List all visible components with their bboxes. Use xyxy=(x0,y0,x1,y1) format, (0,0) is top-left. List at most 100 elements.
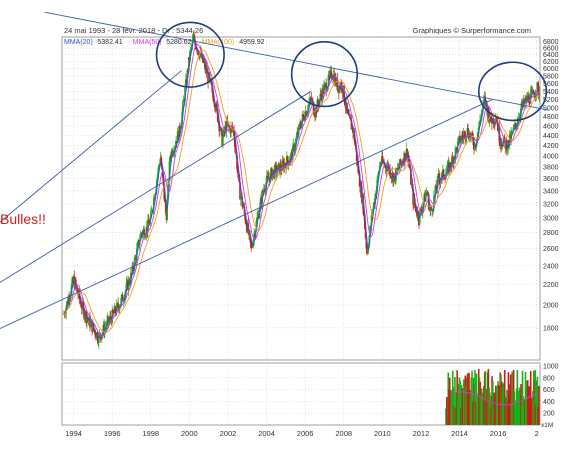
candle-body xyxy=(375,194,377,196)
legend-label: MMA(50) xyxy=(133,39,162,46)
candle-body xyxy=(537,86,540,96)
y-tick-label: 4200 xyxy=(543,143,559,150)
chart-range-text: 24 mai 1993 - 28 févr. 2018 - Dr : 5344.… xyxy=(64,26,203,35)
candle-body xyxy=(129,273,132,284)
candle-body xyxy=(181,112,183,124)
candle-body xyxy=(195,48,197,49)
ma100-line xyxy=(63,49,540,334)
candle-body xyxy=(241,196,244,207)
candle-body xyxy=(353,130,356,142)
candle-body xyxy=(511,131,514,133)
candle-body xyxy=(120,297,122,305)
candle-body xyxy=(354,141,356,146)
y-tick-label: 4600 xyxy=(543,123,559,130)
chart-source-text: Graphiques © Surperformance.com xyxy=(413,26,532,35)
candle-body xyxy=(284,163,287,165)
candle-body xyxy=(108,319,111,323)
candle-body xyxy=(378,171,380,174)
candle-body xyxy=(124,294,126,301)
candle-body xyxy=(454,147,457,158)
y-tick-label: 2800 xyxy=(543,230,559,237)
candle-body xyxy=(536,82,538,93)
candle-body xyxy=(190,45,193,48)
candle-body xyxy=(271,172,274,179)
candle-body xyxy=(202,54,204,63)
candle-body xyxy=(361,186,363,203)
candle-body xyxy=(186,70,189,84)
candle-body xyxy=(376,176,379,187)
candle-body xyxy=(236,155,238,170)
candle-body xyxy=(154,193,157,199)
candle-body xyxy=(109,316,112,320)
candle-body xyxy=(381,156,384,162)
candle-body xyxy=(537,82,539,87)
candle-body xyxy=(450,157,453,167)
candle-body xyxy=(442,169,445,178)
candle-body xyxy=(191,39,194,46)
trendline-support-1 xyxy=(0,70,182,223)
candle-body xyxy=(378,165,381,172)
volume-average-line xyxy=(451,391,539,406)
candle-body xyxy=(194,42,197,49)
candle-body xyxy=(244,213,247,221)
candle-body xyxy=(218,122,221,132)
candle-body xyxy=(289,154,292,161)
x-tick-label: 1994 xyxy=(65,429,82,438)
candle-body xyxy=(436,175,439,189)
candle-body xyxy=(161,169,164,178)
candle-body xyxy=(484,96,486,104)
y-tick-label: 4800 xyxy=(543,114,559,121)
candle-body xyxy=(476,132,479,140)
y-tick-label: 3600 xyxy=(543,176,559,183)
candle-body xyxy=(75,285,78,288)
candle-body xyxy=(121,294,124,302)
y-tick-label: 6800 xyxy=(543,39,559,46)
x-tick-label: 2002 xyxy=(220,429,237,438)
candle-body xyxy=(93,329,96,331)
candle-body xyxy=(302,114,304,116)
candle-body xyxy=(495,119,498,121)
ma50-line xyxy=(63,43,540,338)
candle-body xyxy=(89,316,91,328)
candle-body xyxy=(161,164,163,170)
candle-body xyxy=(124,290,127,295)
y-tick-label: 6000 xyxy=(543,66,559,73)
candle-body xyxy=(205,66,208,74)
candle-body xyxy=(199,53,201,58)
volume-bar xyxy=(471,370,473,425)
candle-body xyxy=(216,109,219,122)
candle-body xyxy=(104,326,107,328)
candle-body xyxy=(66,301,68,308)
candle-body xyxy=(530,90,533,93)
candle-body xyxy=(451,157,454,159)
candle-body xyxy=(327,75,330,87)
volume-panel: 200 400 600 800 1000 x1M xyxy=(61,362,559,429)
candle-body xyxy=(399,159,402,164)
candle-body xyxy=(174,145,177,148)
candle-body xyxy=(158,163,161,166)
candle-body xyxy=(304,111,307,120)
candle-body xyxy=(76,287,79,293)
candle-body xyxy=(512,127,515,132)
candle-body xyxy=(445,171,448,175)
x-tick-label: 2004 xyxy=(258,429,275,438)
volume-bar xyxy=(461,388,464,425)
candle-body xyxy=(308,102,310,106)
candle-body xyxy=(147,219,149,233)
candle-body xyxy=(282,161,284,163)
candle-body xyxy=(294,139,297,147)
legend-value: 5280.62 xyxy=(166,39,191,46)
candle-body xyxy=(358,171,360,174)
legend-label: MMA(100) xyxy=(202,39,235,46)
candle-body xyxy=(125,283,128,291)
candle-body xyxy=(481,109,484,114)
candle-body xyxy=(166,199,169,221)
legend-value: 5382.41 xyxy=(97,39,122,46)
candle-body xyxy=(477,127,480,133)
candle-body xyxy=(169,156,171,161)
candle-body xyxy=(426,191,429,195)
candle-body xyxy=(71,278,73,286)
candle-body xyxy=(379,162,382,166)
y-tick-label: 6200 xyxy=(543,59,559,66)
